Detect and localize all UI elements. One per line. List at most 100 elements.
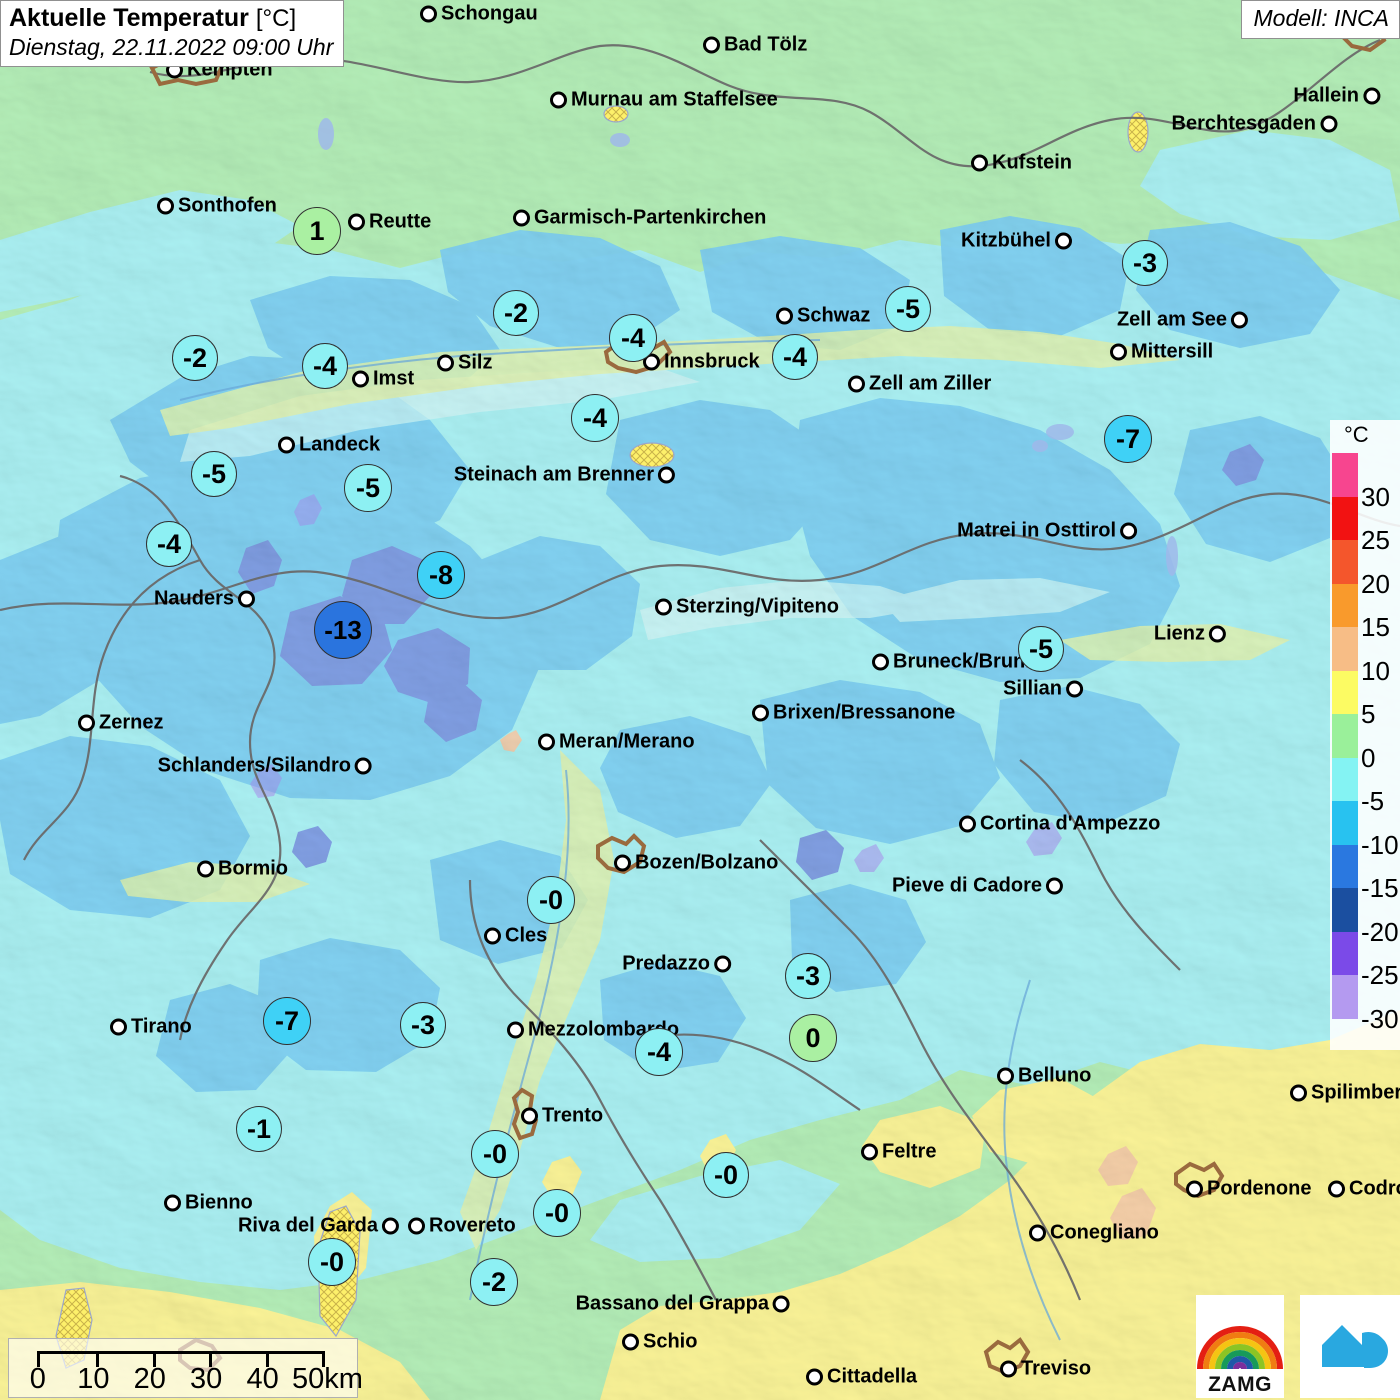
city-marker[interactable]: Murnau am Staffelsee (550, 89, 778, 112)
city-marker[interactable]: Berchtesgaden (1172, 113, 1337, 136)
city-dot-icon (1120, 522, 1137, 540)
city-label: Tirano (131, 1015, 192, 1038)
city-marker[interactable]: Matrei in Osttirol (957, 520, 1137, 543)
station-temperature-bubble[interactable]: -3 (785, 953, 831, 999)
station-temperature-bubble[interactable]: -5 (1018, 626, 1064, 672)
city-marker[interactable]: Cortina d'Ampezzo (959, 813, 1160, 836)
station-temperature-value: -0 (482, 1138, 507, 1169)
city-marker[interactable]: Nauders (154, 588, 255, 611)
station-temperature-bubble[interactable]: -4 (635, 1028, 683, 1076)
city-marker[interactable]: Sterzing/Vipiteno (655, 596, 839, 619)
city-marker[interactable]: Bienno (164, 1192, 253, 1215)
station-temperature-bubble[interactable]: -0 (527, 876, 575, 924)
city-marker[interactable]: Bozen/Bolzano (614, 852, 778, 875)
city-marker[interactable]: Riva del Garda (238, 1215, 399, 1238)
city-marker[interactable]: Bad Tölz (703, 34, 807, 57)
station-temperature-bubble[interactable]: -4 (609, 314, 657, 362)
station-temperature-bubble[interactable]: -0 (471, 1130, 519, 1178)
city-marker[interactable]: Feltre (861, 1141, 936, 1164)
city-marker[interactable]: Belluno (997, 1065, 1091, 1088)
city-marker[interactable]: Schongau (420, 3, 538, 26)
city-dot-icon (776, 307, 793, 325)
city-marker[interactable]: Cittadella (806, 1366, 917, 1389)
station-temperature-bubble[interactable]: -4 (571, 394, 619, 442)
city-marker[interactable]: Schlanders/Silandro (158, 755, 372, 778)
city-marker[interactable]: Kitzbühel (961, 230, 1072, 253)
city-marker[interactable]: Schwaz (776, 305, 870, 328)
city-label: Hallein (1293, 84, 1359, 107)
city-dot-icon (703, 36, 720, 54)
station-temperature-value: -0 (713, 1159, 738, 1190)
station-temperature-value: -13 (324, 614, 362, 645)
city-marker[interactable]: Lienz (1154, 623, 1226, 646)
city-marker[interactable]: Schio (622, 1331, 697, 1354)
city-label: Mittersill (1131, 340, 1214, 363)
city-marker[interactable]: Rovereto (408, 1215, 516, 1238)
city-marker[interactable]: Hallein (1293, 85, 1380, 108)
station-temperature-bubble[interactable]: -2 (172, 335, 218, 381)
city-dot-icon (614, 854, 631, 872)
station-temperature-bubble[interactable]: -8 (417, 551, 465, 599)
station-temperature-bubble[interactable]: -3 (1122, 240, 1168, 286)
city-marker[interactable]: Pordenone (1186, 1178, 1311, 1201)
station-temperature-bubble[interactable]: -3 (400, 1002, 446, 1048)
city-marker[interactable]: Zell am Ziller (848, 373, 991, 396)
city-marker[interactable]: Landeck (278, 434, 380, 457)
station-temperature-bubble[interactable]: -0 (703, 1152, 749, 1198)
colorbar-band: 25 (1332, 496, 1390, 555)
station-temperature-bubble[interactable]: -4 (302, 343, 348, 389)
station-temperature-value: -4 (620, 322, 645, 353)
scale-bar-rule (37, 1351, 325, 1367)
city-label: Zell am See (1116, 308, 1227, 331)
city-marker[interactable]: Cles (484, 925, 547, 948)
city-marker[interactable]: Predazzo (622, 953, 731, 976)
city-marker[interactable]: Innsbruck (643, 351, 760, 374)
city-marker[interactable]: Treviso (1000, 1358, 1091, 1381)
city-marker[interactable]: Mittersill (1110, 341, 1213, 364)
city-marker[interactable]: Kufstein (971, 152, 1072, 175)
city-marker[interactable]: Zell am See (1117, 309, 1248, 332)
city-marker[interactable]: Steinach am Brenner (454, 464, 675, 487)
city-dot-icon (197, 860, 214, 878)
city-marker[interactable]: Spilimbergo (1290, 1082, 1400, 1105)
city-marker[interactable]: Sillian (1003, 678, 1083, 701)
city-marker[interactable]: Garmisch-Partenkirchen (513, 207, 766, 230)
city-dot-icon (538, 733, 555, 751)
city-dot-icon (1110, 343, 1127, 361)
station-temperature-bubble[interactable]: -2 (470, 1258, 518, 1306)
station-temperature-bubble[interactable]: 1 (293, 207, 341, 255)
station-temperature-value: -1 (246, 1113, 271, 1144)
colorbar-tick-label: -25 (1361, 960, 1399, 990)
city-marker[interactable]: Sonthofen (157, 195, 277, 218)
city-dot-icon (848, 375, 865, 393)
city-marker[interactable]: Bormio (197, 858, 288, 881)
city-marker[interactable]: Tirano (110, 1016, 192, 1039)
city-marker[interactable]: Pieve di Cadore (892, 875, 1063, 898)
station-temperature-bubble[interactable]: -5 (885, 286, 931, 332)
city-marker[interactable]: Zernez (78, 712, 163, 735)
city-marker[interactable]: Brixen/Bressanone (752, 702, 955, 725)
zamg-logo-text: ZAMG (1208, 1373, 1272, 1396)
station-temperature-bubble[interactable]: -5 (191, 451, 237, 497)
station-temperature-bubble[interactable]: 0 (789, 1014, 837, 1062)
station-temperature-bubble[interactable]: -7 (263, 997, 311, 1045)
station-temperature-bubble[interactable]: -4 (146, 521, 192, 567)
station-temperature-bubble[interactable]: -0 (308, 1238, 356, 1286)
station-temperature-bubble[interactable]: -2 (493, 290, 539, 336)
station-temperature-bubble[interactable]: -0 (533, 1189, 581, 1237)
city-marker[interactable]: Bruneck/Brunico (872, 651, 1054, 674)
city-marker[interactable]: Silz (437, 352, 492, 375)
city-marker[interactable]: Conegliano (1029, 1222, 1159, 1245)
city-label: Landeck (299, 433, 381, 456)
station-temperature-bubble[interactable]: -5 (344, 464, 392, 512)
city-marker[interactable]: Imst (352, 368, 414, 391)
city-marker[interactable]: Reutte (348, 211, 431, 234)
city-marker[interactable]: Trento (521, 1105, 603, 1128)
station-temperature-bubble[interactable]: -4 (772, 334, 818, 380)
station-temperature-bubble[interactable]: -7 (1104, 415, 1152, 463)
station-temperature-bubble[interactable]: -1 (236, 1106, 282, 1152)
station-temperature-bubble[interactable]: -13 (314, 601, 372, 659)
city-marker[interactable]: Codroipo (1328, 1178, 1400, 1201)
city-marker[interactable]: Bassano del Grappa (576, 1293, 790, 1316)
city-marker[interactable]: Meran/Merano (538, 731, 695, 754)
